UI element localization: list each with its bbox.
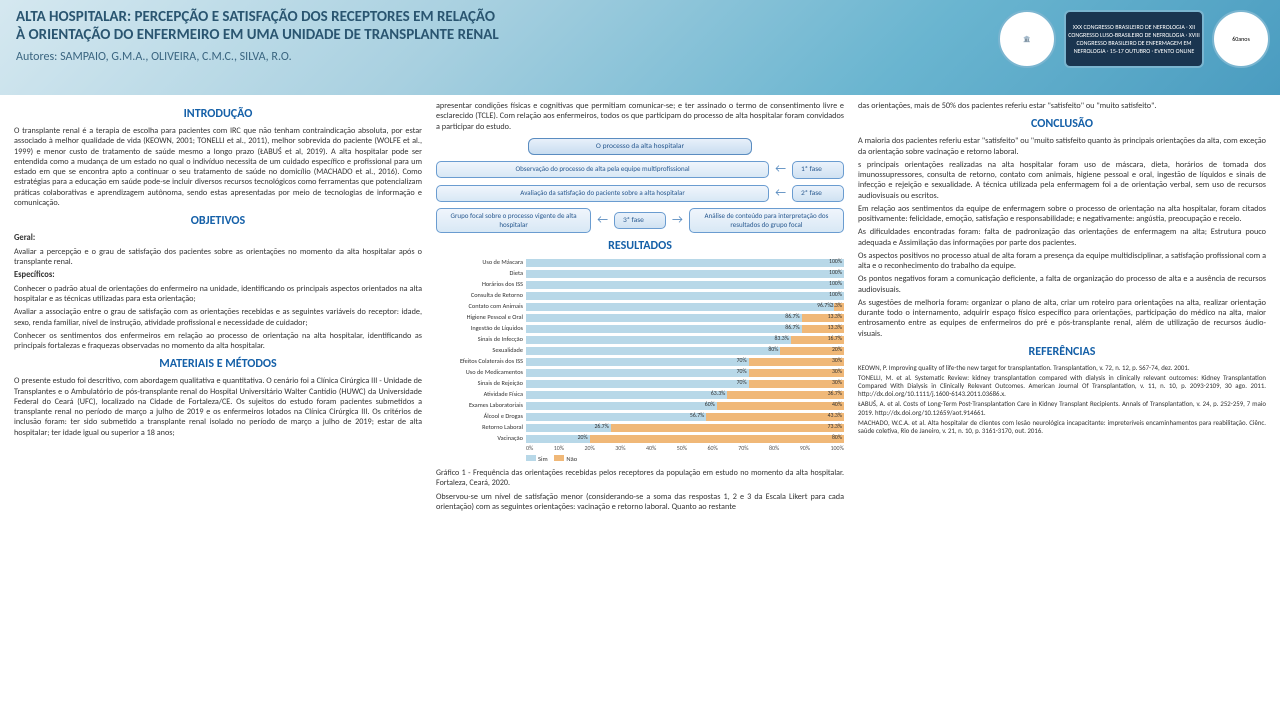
chart-axis: 0%10%20%30%40%50%60%70%80%90%100% <box>526 445 844 453</box>
results-heading: RESULTADOS <box>436 239 844 254</box>
diagram-title: O processo da alta hospitalar <box>528 138 752 155</box>
obj-esp3: Conhecer os sentimentos dos enfermeiros … <box>14 331 422 352</box>
ref-1: KEOWN, P. Improving quality of life-the … <box>858 364 1266 372</box>
obj-esp2: Avaliar a associação entre o grau de sat… <box>14 307 422 328</box>
chart-legend: Sim Não <box>526 455 844 463</box>
methods-text: O presente estudo foi descritivo, com ab… <box>14 376 422 438</box>
conclusion-heading: CONCLUSÃO <box>858 117 1266 132</box>
results-text: Observou-se um nível de satisfação menor… <box>436 492 844 513</box>
logo-society-icon: 60anos <box>1212 10 1270 68</box>
conc-7: As sugestões de melhoria foram: organiza… <box>858 298 1266 339</box>
obj-esp-label: Específicos: <box>14 270 422 281</box>
poster-header: ALTA HOSPITALAR: PERCEPÇÃO E SATISFAÇÃO … <box>0 0 1280 95</box>
logo-group: 🏛️ XXX CONGRESSO BRASILEIRO DE NEFROLOGI… <box>998 10 1270 68</box>
results-cont: das orientações, mais de 50% dos pacient… <box>858 101 1266 111</box>
conc-5: Os aspectos positivos no processo atual … <box>858 251 1266 272</box>
intro-text: O transplante renal é a terapia de escol… <box>14 126 422 208</box>
references-heading: REFERÊNCIAS <box>858 345 1266 360</box>
diagram-box-1: Observação do processo de alta pela equi… <box>436 161 769 178</box>
legend-nao-swatch <box>554 455 564 461</box>
objectives-heading: OBJETIVOS <box>14 214 422 229</box>
diagram-phase-1: 1ª fase <box>792 161 844 178</box>
arrow-icon: ← <box>597 213 608 228</box>
obj-geral-label: Geral: <box>14 233 422 244</box>
legend-sim-swatch <box>526 455 536 461</box>
column-2: apresentar condições físicas e cognitiva… <box>436 101 844 709</box>
logo-congress-icon: 🏛️ <box>998 10 1056 68</box>
legend-nao-label: Não <box>566 455 576 461</box>
poster-content: INTRODUÇÃO O transplante renal é a terap… <box>0 95 1280 715</box>
arrow-icon: ← <box>775 186 786 201</box>
diagram-box-2: Avaliação da satisfação do paciente sobr… <box>436 185 769 202</box>
arrow-icon: ← <box>775 162 786 177</box>
conc-1: A maioria dos pacientes referiu estar "s… <box>858 136 1266 157</box>
obj-geral: Avaliar a percepção e o grau de satisfaç… <box>14 247 422 268</box>
ref-2: TONELLI, M. et al. Systematic Review: ki… <box>858 374 1266 398</box>
column-1: INTRODUÇÃO O transplante renal é a terap… <box>14 101 422 709</box>
diagram-box-4: Análise de conteúdo para interpretação d… <box>689 208 844 234</box>
logo-congress-text: XXX CONGRESSO BRASILEIRO DE NEFROLOGIA ·… <box>1064 10 1204 68</box>
conc-6: Os pontos negativos foram a comunicação … <box>858 274 1266 295</box>
ref-4: MACHADO, W.C.A. et al. Alta hospitalar d… <box>858 419 1266 435</box>
diagram-box-3: Grupo focal sobre o processo vigente de … <box>436 208 591 234</box>
diagram-phase-3: 3ª fase <box>614 212 666 229</box>
methods-cont: apresentar condições físicas e cognitiva… <box>436 101 844 132</box>
conc-3: Em relação aos sentimentos da equipe de … <box>858 204 1266 225</box>
intro-heading: INTRODUÇÃO <box>14 107 422 122</box>
chart-caption: Gráfico 1 - Frequência das orientações r… <box>436 468 844 488</box>
poster-title: ALTA HOSPITALAR: PERCEPÇÃO E SATISFAÇÃO … <box>16 8 756 44</box>
diagram-phase-2: 2ª fase <box>792 185 844 202</box>
references-list: KEOWN, P. Improving quality of life-the … <box>858 364 1266 435</box>
conc-4: As dificuldades encontradas foram: falta… <box>858 227 1266 248</box>
arrow-icon: → <box>672 213 683 228</box>
column-3: das orientações, mais de 50% dos pacient… <box>858 101 1266 709</box>
methods-heading: MATERIAIS E MÉTODOS <box>14 357 422 372</box>
conc-2: s principais orientações realizadas na a… <box>858 160 1266 201</box>
ref-3: ŁABUŚ, A. et al. Costs of Long-Term Post… <box>858 400 1266 416</box>
results-chart: Uso de Máscara100%Dieta100%Horários dos … <box>436 258 844 444</box>
obj-esp1: Conhecer o padrão atual de orientações d… <box>14 284 422 305</box>
process-diagram: O processo da alta hospitalar Observação… <box>436 138 844 234</box>
legend-sim-label: Sim <box>538 455 548 461</box>
